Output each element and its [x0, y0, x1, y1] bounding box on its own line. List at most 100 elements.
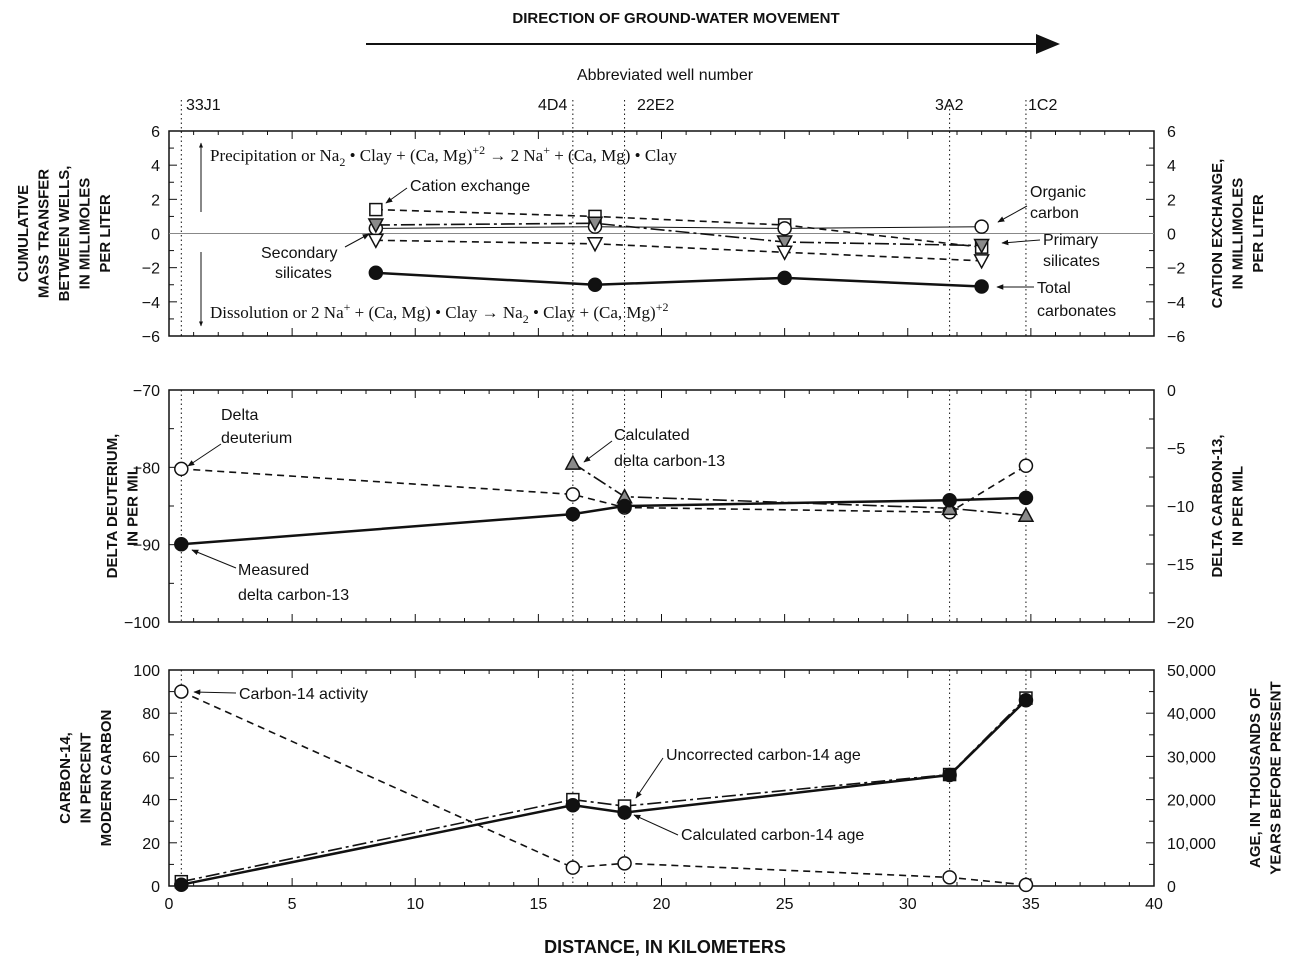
data-point — [564, 454, 582, 470]
y-tick-label-right: −6 — [1167, 329, 1185, 346]
data-point — [565, 797, 581, 813]
y-tick-label-right: −5 — [1167, 441, 1185, 458]
y-tick-label-right: 0 — [1167, 227, 1176, 244]
data-point — [1018, 490, 1034, 506]
well-label: 33J1 — [186, 97, 221, 114]
label-silicates2: silicates — [1043, 253, 1100, 270]
label-uncorrected-age: Uncorrected carbon-14 age — [666, 747, 861, 764]
y-tick-label-left: −80 — [133, 460, 160, 477]
label-deuterium: deuterium — [221, 430, 292, 447]
x-tick-label: 35 — [1022, 896, 1040, 913]
x-tick-label: 40 — [1145, 896, 1163, 913]
data-point — [777, 270, 792, 286]
data-point — [368, 265, 384, 281]
label-cation-exchange: Cation exchange — [410, 178, 530, 195]
y-tick-label-left: −4 — [142, 295, 160, 312]
y-axis-title-left: DELTA DEUTERIUM, — [104, 434, 121, 579]
data-point — [565, 860, 581, 875]
x-tick-label: 0 — [165, 896, 174, 913]
series-line — [181, 699, 1027, 886]
y-axis-title-right: PER LITER — [1250, 194, 1267, 273]
well-label: 4D4 — [538, 97, 567, 114]
direction-arrowhead — [1036, 34, 1060, 54]
data-point — [174, 684, 189, 699]
series-line — [181, 697, 1027, 883]
data-point — [174, 877, 189, 892]
arrow-primary-silicates — [1001, 239, 1041, 246]
precipitation-equation: Precipitation or Na2 • Clay + (Ca, Mg)+2… — [210, 143, 677, 169]
series-line — [375, 208, 982, 248]
y-tick-label-left: 80 — [142, 706, 160, 723]
data-point — [942, 767, 957, 783]
arrow-calculated-age — [633, 814, 679, 836]
y-tick-label-left: 20 — [142, 836, 160, 853]
y-tick-label-left: 60 — [142, 749, 160, 766]
label-calculated-age: Calculated carbon-14 age — [681, 827, 864, 844]
y-tick-label-right: 2 — [1167, 192, 1176, 209]
label-measured: Measured — [238, 562, 309, 579]
data-point — [587, 277, 603, 292]
y-axis-title-right: IN MILLIMOLES — [1230, 178, 1247, 290]
y-tick-label-right: 40,000 — [1167, 706, 1216, 723]
x-tick-label: 20 — [653, 896, 671, 913]
y-axis-title-right: DELTA CARBON-13, — [1209, 434, 1226, 577]
label-organic: Organic — [1030, 184, 1086, 201]
y-tick-label-left: 4 — [151, 158, 160, 175]
panel3-annotations: Carbon-14 activity Uncorrected carbon-14… — [193, 686, 864, 844]
x-tick-label: 30 — [899, 896, 917, 913]
data-point — [369, 202, 383, 217]
label-carbonates: carbonates — [1037, 303, 1116, 320]
y-tick-label-left: −100 — [124, 615, 160, 632]
series-line — [181, 465, 1027, 514]
arrow-measured-dc13 — [191, 549, 237, 569]
data-point — [1018, 692, 1034, 708]
well-label: 1C2 — [1028, 97, 1057, 114]
data-point — [367, 218, 385, 234]
data-point — [617, 805, 632, 820]
label-meas-dc13: delta carbon-13 — [238, 587, 349, 604]
y-axis-title-left: BETWEEN WELLS, — [56, 166, 73, 302]
data-point — [565, 506, 581, 522]
x-tick-label: 5 — [288, 896, 297, 913]
panel-mass-transfer: 6 4 2 0 −2 −4 −6 6 4 2 0 −2 −4 −6 CUMULATIVE MASS TRANS… — [15, 124, 1267, 346]
series-line — [375, 226, 982, 229]
data-point — [174, 461, 189, 477]
y-tick-label-right: 20,000 — [1167, 793, 1216, 810]
data-point — [586, 237, 604, 253]
data-point — [776, 245, 793, 261]
data-point — [1018, 458, 1034, 474]
y-tick-label-right: 4 — [1167, 158, 1176, 175]
panel-carbon-14: 100 80 60 40 20 0 50,000 40,000 30,000 20,000 10,0… — [57, 663, 1285, 896]
data-point — [617, 856, 632, 871]
wells-title: Abbreviated well number — [577, 67, 754, 84]
label-calculated: Calculated — [614, 427, 690, 444]
data-point — [1018, 877, 1034, 893]
panel-isotopes: −70 −80 −90 −100 0 −5 −10 −15 −20 DELTA DEUTERIUM… — [104, 383, 1247, 632]
y-tick-label-left: 100 — [133, 663, 160, 680]
data-point — [565, 487, 581, 502]
x-tick-label: 15 — [529, 896, 547, 913]
y-axis-title-right: IN PER MIL — [1230, 466, 1247, 546]
y-tick-label-left: 0 — [151, 227, 160, 244]
y-axis-title-left: IN PERCENT — [78, 733, 95, 824]
x-tick-label: 10 — [406, 896, 424, 913]
data-point — [1017, 506, 1035, 523]
y-tick-label-right: 6 — [1167, 124, 1176, 141]
data-point — [974, 279, 989, 294]
label-delta: Delta — [221, 407, 258, 424]
y-tick-label-left: −70 — [133, 383, 160, 400]
data-point — [942, 870, 957, 885]
data-point — [973, 238, 990, 255]
y-axis-title-left: MASS TRANSFER — [36, 169, 53, 298]
y-tick-label-left: −90 — [133, 538, 160, 555]
series-line — [375, 239, 982, 262]
series-line — [572, 462, 1026, 517]
y-tick-label-right: 30,000 — [1167, 749, 1216, 766]
arrow-delta-deuterium — [187, 443, 222, 467]
y-axis-title-left: CARBON-14, — [57, 732, 74, 824]
y-tick-label-right: 50,000 — [1167, 663, 1216, 680]
y-tick-label-left: 6 — [151, 124, 160, 141]
y-tick-label-right: −15 — [1167, 557, 1194, 574]
y-tick-label-right: 0 — [1167, 879, 1176, 896]
